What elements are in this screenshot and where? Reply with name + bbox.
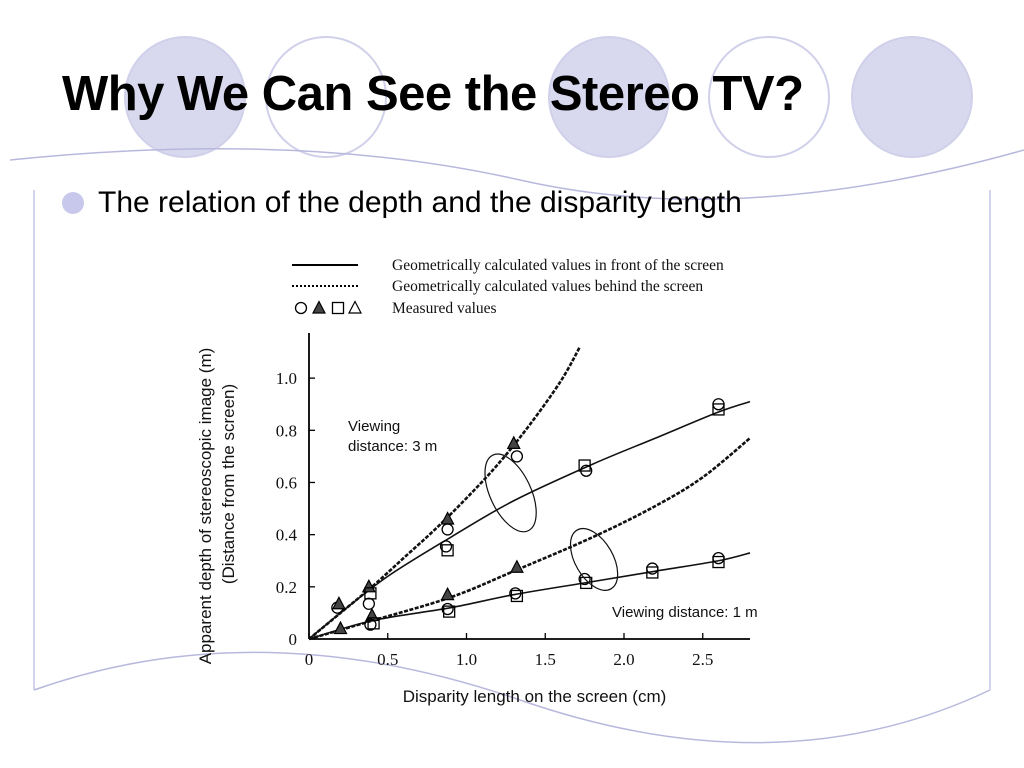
legend-behind-label: Geometrically calculated values behind t… xyxy=(392,278,703,295)
annotation-viewing-3m: Viewing xyxy=(348,418,400,435)
grouping-ellipse-1m xyxy=(569,527,619,591)
x-tick-label: 1.0 xyxy=(456,650,477,669)
marker-triangle-filled-point xyxy=(440,586,455,601)
decorative-curve-bottom xyxy=(33,651,991,744)
bullet-text: The relation of the depth and the dispar… xyxy=(98,186,742,219)
marker-square-point xyxy=(441,544,454,557)
marker-square-point xyxy=(510,589,524,603)
marker-circle-point xyxy=(362,597,376,610)
grouping-ellipse-3m xyxy=(484,453,537,533)
marker-square-legend xyxy=(331,301,345,315)
marker-square-point xyxy=(712,555,725,569)
y-tick-label: 0.8 xyxy=(276,421,297,440)
x-tick-label: 2.5 xyxy=(692,650,713,669)
marker-circle-point xyxy=(580,464,593,477)
depth-disparity-chart: Geometrically calculated values in front… xyxy=(196,257,758,706)
bullet-dot-icon xyxy=(62,192,84,214)
y-tick-label: 0 xyxy=(289,630,298,649)
decorative-circle xyxy=(265,36,387,158)
x-axis-title: Disparity length on the screen (cm) xyxy=(403,687,667,706)
y-tick-label: 0.2 xyxy=(276,578,297,597)
y-tick-label: 1.0 xyxy=(276,369,297,388)
marker-circle-point xyxy=(510,450,524,463)
marker-circle-point xyxy=(441,602,454,616)
marker-square-point xyxy=(443,605,456,618)
marker-circle-point xyxy=(364,618,377,631)
decorative-circle xyxy=(708,36,830,158)
marker-square-point xyxy=(646,566,659,579)
marker-circle-point xyxy=(578,572,591,586)
legend-front-label: Geometrically calculated values in front… xyxy=(392,257,724,274)
decorative-circle xyxy=(124,36,246,158)
marker-triangle-open-legend xyxy=(348,300,362,314)
slide-title: Why We Can See the Stereo TV? xyxy=(62,67,804,121)
decorative-circle xyxy=(548,36,670,158)
marker-triangle-filled-point xyxy=(509,559,524,573)
x-tick-label: 1.5 xyxy=(535,650,556,669)
marker-circle-point xyxy=(441,523,454,536)
x-tick-label: 2.0 xyxy=(613,650,634,669)
marker-square-point xyxy=(578,459,591,472)
decorative-curve-top xyxy=(9,148,1024,200)
y-axis-subtitle: (Distance from the screen) xyxy=(219,384,238,584)
legend-measured-label: Measured values xyxy=(392,300,497,317)
marker-circle-point xyxy=(712,551,725,565)
annotation-viewing-1m: Viewing distance: 1 m xyxy=(612,604,758,621)
marker-square-point xyxy=(712,403,725,416)
series-line-3m-front xyxy=(308,400,751,640)
decorative-frame-sides xyxy=(33,190,991,690)
y-tick-label: 0.4 xyxy=(276,526,298,545)
marker-triangle-filled-point xyxy=(506,435,521,449)
x-tick-label: 0.5 xyxy=(377,650,398,669)
x-tick-label: 0 xyxy=(305,650,314,669)
y-axis-title: Apparent depth of stereoscopic image (m) xyxy=(196,348,215,665)
marker-square-point xyxy=(580,576,593,590)
marker-circle-point xyxy=(509,587,522,600)
y-tick-label: 0.6 xyxy=(276,473,297,492)
marker-circle-legend xyxy=(294,301,308,315)
marker-triangle-filled-legend xyxy=(312,300,326,314)
bullet-item: The relation of the depth and the dispar… xyxy=(62,186,742,220)
marker-triangle-filled-point xyxy=(331,595,346,610)
marker-triangle-filled-point xyxy=(361,579,376,593)
decorative-circle xyxy=(851,36,973,158)
marker-triangle-filled-point xyxy=(333,620,348,635)
annotation-viewing-3m-distance: distance: 3 m xyxy=(348,438,437,455)
marker-circle-point xyxy=(439,540,453,553)
